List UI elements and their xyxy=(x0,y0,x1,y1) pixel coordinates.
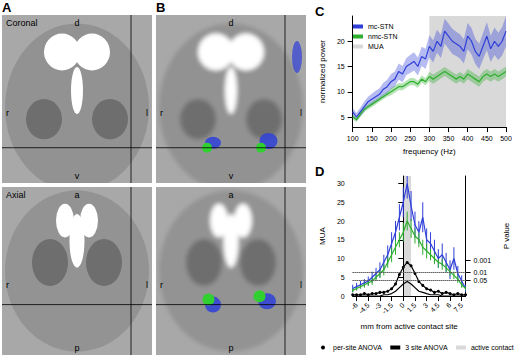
svg-text:7.5: 7.5 xyxy=(452,301,464,313)
svg-text:l: l xyxy=(146,280,148,290)
svg-text:p: p xyxy=(74,343,79,353)
svg-text:300: 300 xyxy=(423,135,435,142)
svg-text:450: 450 xyxy=(481,135,493,142)
svg-text:r: r xyxy=(160,108,163,118)
svg-text:v: v xyxy=(229,171,234,181)
svg-text:nmc-STN: nmc-STN xyxy=(368,33,398,40)
svg-text:mc-STN: mc-STN xyxy=(368,23,394,30)
svg-text:d: d xyxy=(228,18,233,28)
svg-text:l: l xyxy=(300,280,302,290)
svg-text:per-site ANOVA: per-site ANOVA xyxy=(333,344,382,352)
svg-text:6: 6 xyxy=(444,301,453,310)
svg-text:5: 5 xyxy=(341,114,345,121)
svg-text:25: 25 xyxy=(337,199,345,206)
svg-text:-6: -6 xyxy=(349,301,360,311)
svg-text:150: 150 xyxy=(366,135,378,142)
svg-text:10: 10 xyxy=(337,255,345,262)
svg-text:l: l xyxy=(300,108,302,118)
svg-text:100: 100 xyxy=(347,135,359,142)
svg-text:r: r xyxy=(6,108,9,118)
svg-text:-3: -3 xyxy=(373,301,383,311)
svg-text:15: 15 xyxy=(337,63,345,70)
svg-text:200: 200 xyxy=(385,135,397,142)
svg-text:l: l xyxy=(146,108,148,118)
svg-text:0.05: 0.05 xyxy=(474,277,488,284)
svg-text:20: 20 xyxy=(337,218,345,225)
svg-text:a: a xyxy=(228,190,233,200)
html-text:B: B xyxy=(156,0,166,15)
svg-text:v: v xyxy=(75,171,80,181)
svg-text:D: D xyxy=(315,164,324,179)
svg-text:P value: P value xyxy=(502,222,511,249)
svg-text:r: r xyxy=(6,280,9,290)
svg-text:4.5: 4.5 xyxy=(429,301,441,313)
svg-text:20: 20 xyxy=(337,38,345,45)
svg-text:mm from active contact site: mm from active contact site xyxy=(360,322,458,331)
svg-text:active contact: active contact xyxy=(471,344,514,351)
svg-text:MUA: MUA xyxy=(368,43,384,50)
svg-text:Coronal: Coronal xyxy=(6,18,38,28)
svg-text:-4.5: -4.5 xyxy=(357,301,371,315)
svg-text:250: 250 xyxy=(404,135,416,142)
svg-text:400: 400 xyxy=(462,135,474,142)
svg-text:C: C xyxy=(315,4,325,19)
svg-text:500: 500 xyxy=(500,135,512,142)
svg-text:5: 5 xyxy=(341,274,345,281)
svg-text:15: 15 xyxy=(337,236,345,243)
svg-text:a: a xyxy=(74,190,79,200)
svg-text:10: 10 xyxy=(337,88,345,95)
svg-text:350: 350 xyxy=(443,135,455,142)
svg-text:d: d xyxy=(74,18,79,28)
svg-text:0: 0 xyxy=(398,301,406,310)
svg-text:normalized power: normalized power xyxy=(318,40,327,103)
svg-text:r: r xyxy=(160,280,163,290)
svg-text:30: 30 xyxy=(337,180,345,187)
svg-text:-1.5: -1.5 xyxy=(381,301,395,315)
svg-text:0.001: 0.001 xyxy=(474,257,492,264)
html-text:A: A xyxy=(2,0,12,15)
svg-text:0.01: 0.01 xyxy=(474,269,488,276)
svg-text:0: 0 xyxy=(341,293,345,300)
svg-text:MUA: MUA xyxy=(318,226,327,244)
svg-text:p: p xyxy=(228,343,233,353)
svg-text:3 site ANOVA: 3 site ANOVA xyxy=(405,344,448,351)
svg-text:frequency (Hz): frequency (Hz) xyxy=(403,147,456,156)
svg-text:Axial: Axial xyxy=(6,190,26,200)
svg-text:1.5: 1.5 xyxy=(406,301,418,313)
svg-text:3: 3 xyxy=(421,301,430,310)
